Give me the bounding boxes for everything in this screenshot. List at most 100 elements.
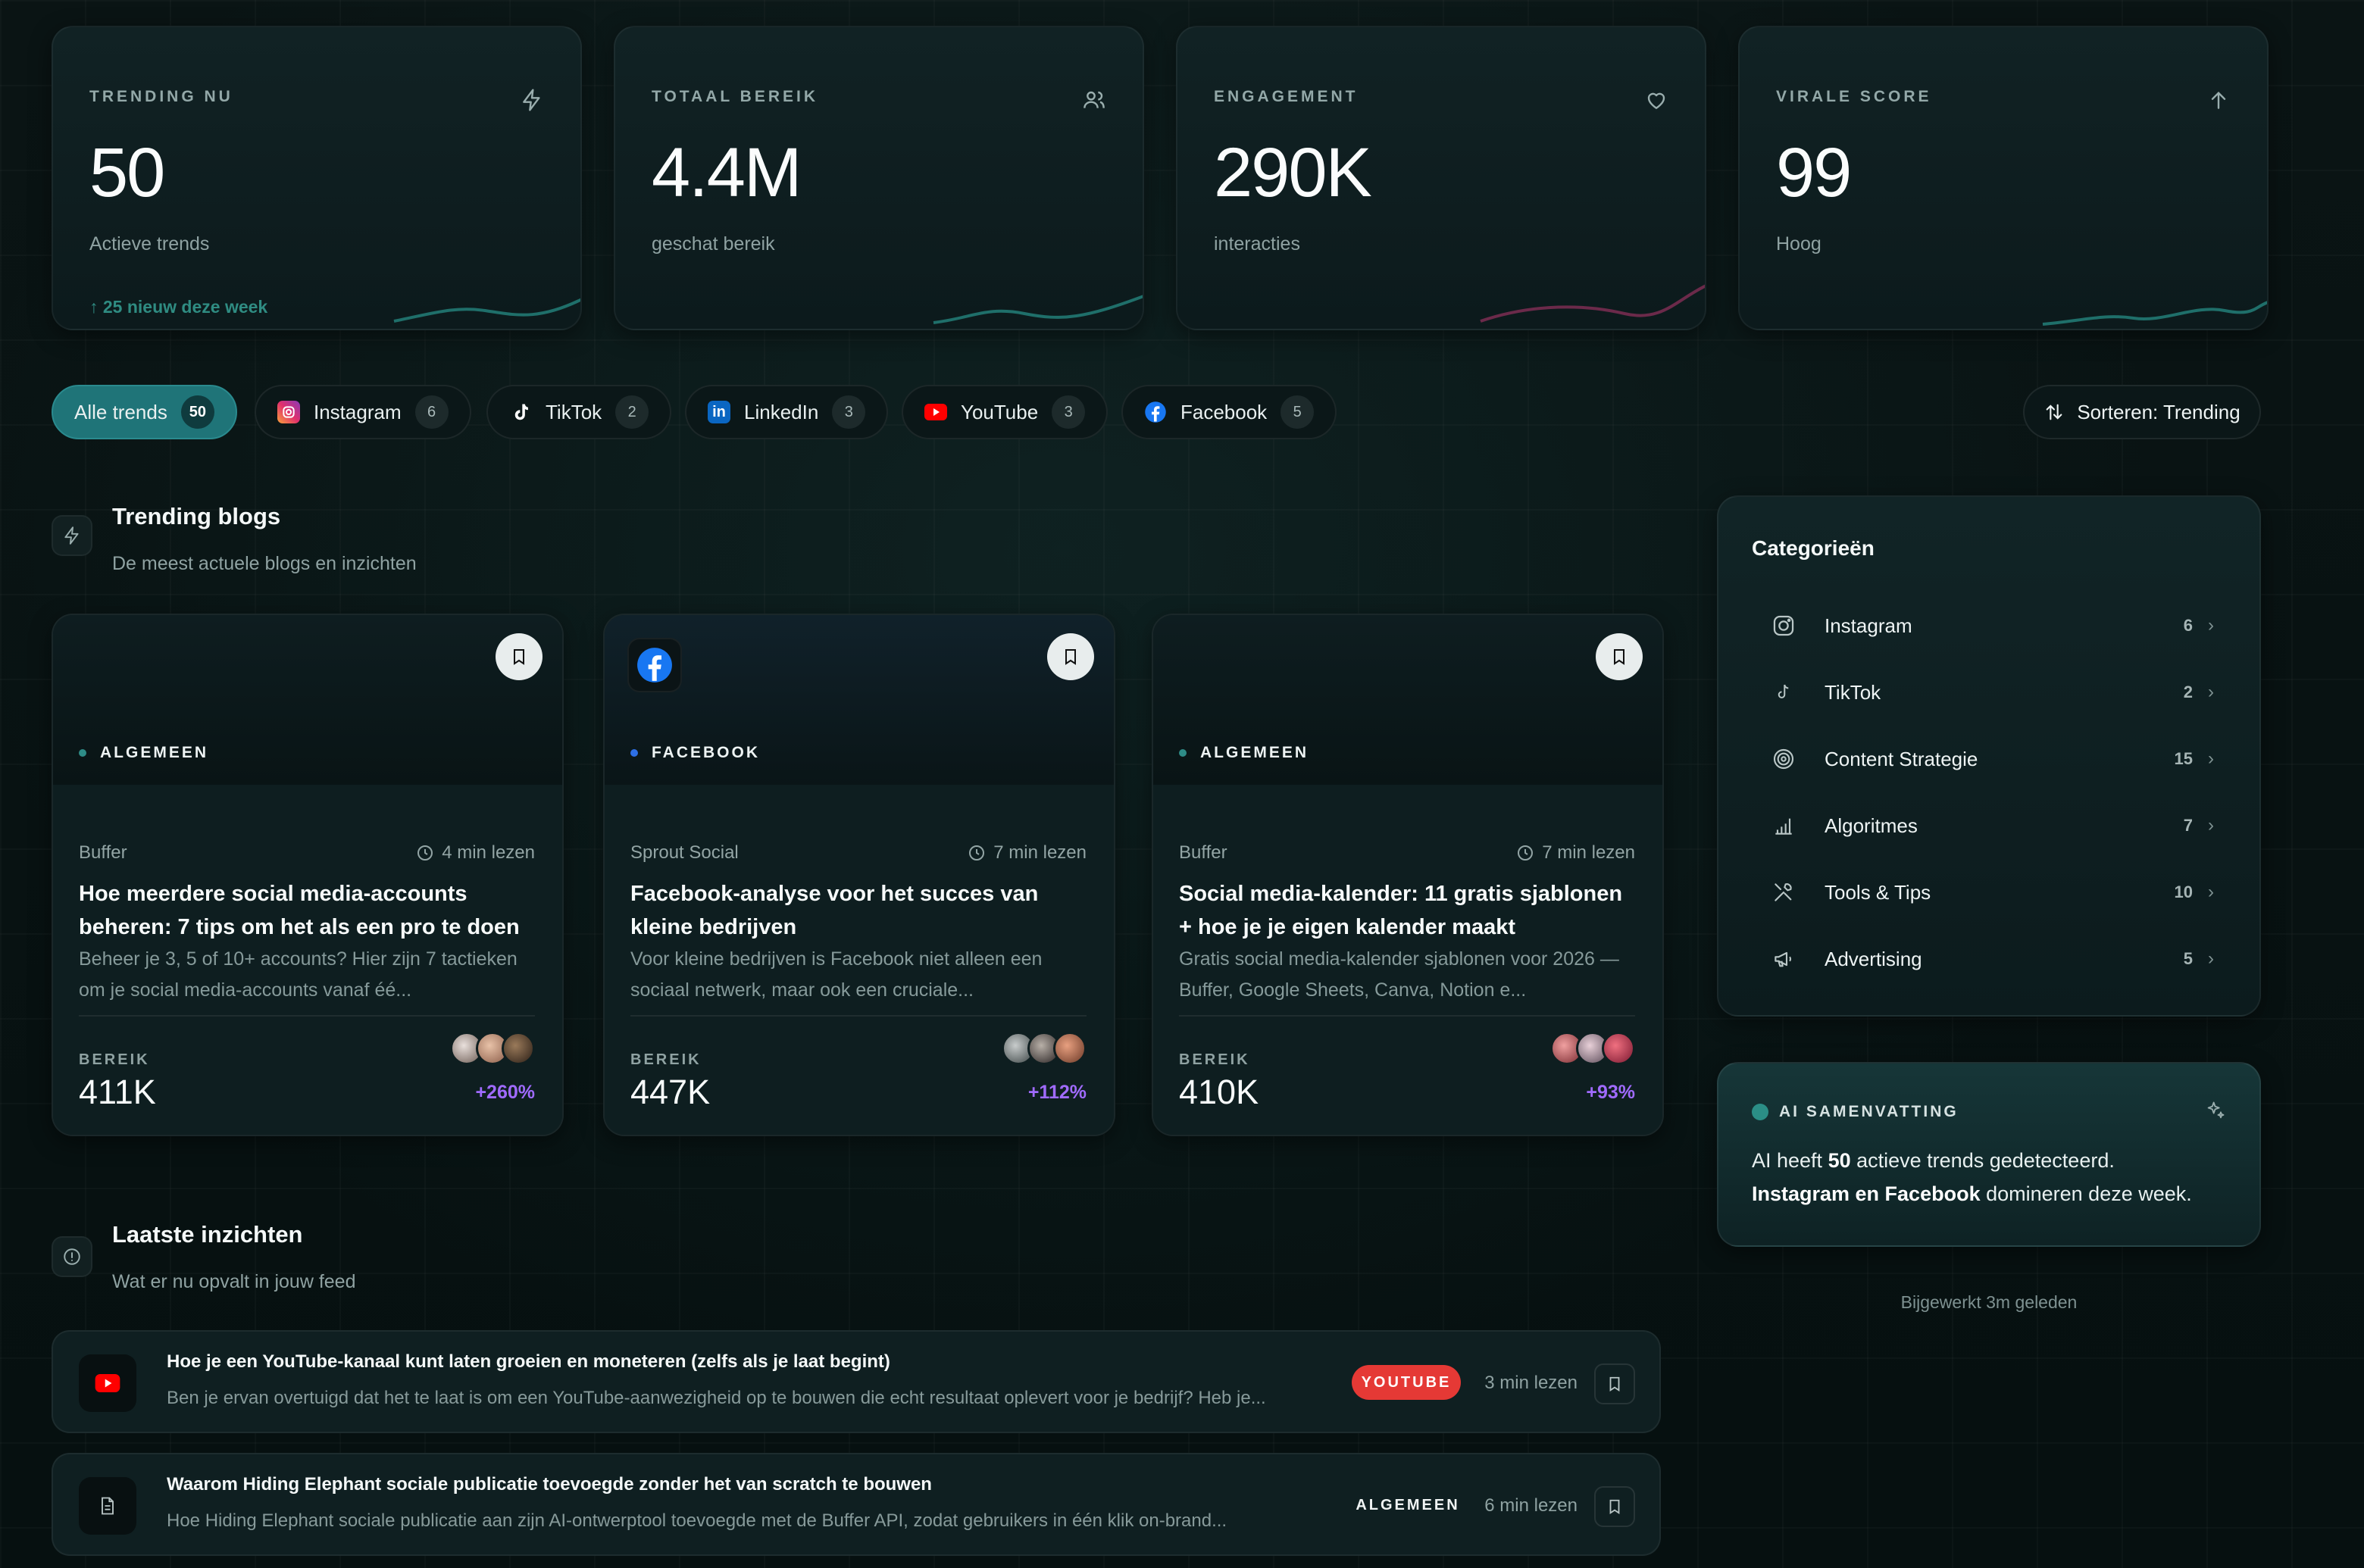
blog-card-header [53,615,562,785]
sparkline [933,295,1143,324]
chevron-right-icon: › [2208,882,2214,902]
bookmark-button[interactable] [496,633,543,680]
category-item-tiktok[interactable]: TikTok 2 › [1752,664,2226,721]
filter-count: 3 [1052,395,1086,429]
blog-title[interactable]: Facebook-analyse voor het succes van kle… [630,882,1039,939]
facebook-icon [627,638,682,692]
insight-row[interactable]: Waarom Hiding Elephant sociale publicati… [52,1453,1661,1556]
filter-all-trends[interactable]: Alle trends 50 [52,385,237,439]
stat-trend: ↑ 25 nieuw deze week [89,297,268,317]
arrow-up-icon [2211,91,2226,109]
category-label: Advertising [1825,947,1922,970]
category-item-tools-tips[interactable]: Tools & Tips 10 › [1752,864,2226,921]
instagram-outline-icon [1768,611,1799,641]
stat-card-engagement: ENGAGEMENT 290K interacties [1176,26,1706,330]
sort-icon [2046,404,2062,420]
reach-label: BEREIK [1179,1051,1250,1068]
blog-card-header [605,615,1114,785]
category-count: 6 [2183,616,2193,635]
category-count: 15 [2174,749,2193,768]
sparkline [393,298,580,323]
tiktok-icon [509,401,532,423]
tiktok-outline-icon [1768,677,1799,707]
panel-title: Categorieën [1752,536,1875,560]
clock-icon [969,845,985,861]
blog-category: ALGEMEEN [1179,744,1309,762]
category-label: Tools & Tips [1825,880,1931,904]
category-count: 5 [2183,949,2193,968]
growth-value: +260% [475,1082,535,1103]
blog-card-body [53,785,562,1135]
youtube-icon [924,401,947,423]
filter-linkedin[interactable]: in LinkedIn 3 [685,385,889,439]
category-label: Algoritmes [1825,814,1918,837]
bookmark-button[interactable] [1047,633,1094,680]
sort-button[interactable]: Sorteren: Trending [2023,385,2261,439]
sparkline [1480,284,1705,323]
filter-label: Facebook [1180,400,1268,423]
reach-label: BEREIK [79,1051,150,1068]
filter-label: YouTube [961,400,1039,423]
info-icon [52,1236,92,1277]
bookmark-icon [1609,1376,1620,1392]
insight-title[interactable]: Waarom Hiding Elephant sociale publicati… [167,1474,932,1495]
blog-source: Buffer [1179,842,1227,863]
sparkline [2042,301,2267,326]
blog-card-body [605,785,1114,1135]
read-time: 4 min lezen [416,842,535,864]
filter-count: 50 [180,395,214,429]
insight-title[interactable]: Hoe je een YouTube-kanaal kunt laten gro… [167,1351,890,1372]
category-label: Instagram [1825,614,1912,637]
stat-subtitle: Actieve trends [89,233,210,255]
filter-tiktok[interactable]: TikTok 2 [486,385,672,439]
bookmark-button[interactable] [1594,1486,1635,1527]
bookmark-button[interactable] [1596,633,1643,680]
category-item-content-strategie[interactable]: Content Strategie 15 › [1752,730,2226,788]
blog-source: Sprout Social [630,842,739,863]
categories-panel: Categorieën Instagram 6 › TikTok 2 › Con… [1717,495,2261,1017]
blog-card[interactable]: ALGEMEEN Buffer 7 min lezen Social media… [1152,614,1664,1136]
category-item-algoritmes[interactable]: Algoritmes 7 › [1752,797,2226,854]
stat-subtitle: Hoog [1776,233,1821,255]
tag-badge: ALGEMEEN [1356,1496,1460,1513]
stat-subtitle: interacties [1214,233,1300,255]
document-icon [79,1477,136,1535]
insight-row[interactable]: Hoe je een YouTube-kanaal kunt laten gro… [52,1330,1661,1433]
stat-label: TRENDING NU [89,88,233,105]
filter-count: 3 [832,395,866,429]
blog-card-body [1153,785,1662,1135]
avatar-group [1550,1032,1635,1065]
filter-count: 5 [1280,395,1315,429]
clock-icon [417,845,433,861]
filter-instagram[interactable]: Instagram 6 [255,385,471,439]
blog-title[interactable]: Social media-kalender: 11 gratis sjablon… [1179,882,1623,939]
reach-value: 410K [1179,1073,1259,1111]
growth-value: +112% [1027,1082,1087,1103]
blog-description: Gratis social media-kalender sjablonen v… [1179,948,1619,1001]
instagram-icon [277,401,300,423]
stat-label: ENGAGEMENT [1214,88,1359,105]
target-icon [1768,744,1799,774]
bookmark-button[interactable] [1594,1363,1635,1404]
reach-value: 411K [79,1073,156,1111]
read-time: 3 min lezen [1484,1373,1578,1393]
chevron-right-icon: › [2208,682,2214,702]
blog-source: Buffer [79,842,127,863]
reach-label: BEREIK [630,1051,702,1068]
blog-card[interactable]: FACEBOOK Sprout Social 7 min lezen Faceb… [603,614,1115,1136]
bookmark-icon [1614,649,1624,665]
stat-card-trending: TRENDING NU 50 Actieve trends ↑ 25 nieuw… [52,26,582,330]
read-time: 7 min lezen [968,842,1087,864]
blog-card[interactable]: ALGEMEEN Buffer 4 min lezen Hoe meerdere… [52,614,564,1136]
divider [630,1015,1087,1017]
category-item-instagram[interactable]: Instagram 6 › [1752,597,2226,654]
stat-label: TOTAAL BEREIK [652,88,819,105]
tools-icon [1768,877,1799,907]
filter-youtube[interactable]: YouTube 3 [902,385,1109,439]
filter-label: LinkedIn [744,400,819,423]
filter-facebook[interactable]: Facebook 5 [1121,385,1337,439]
bookmark-icon [1065,649,1076,665]
youtube-icon [79,1354,136,1412]
category-item-advertising[interactable]: Advertising 5 › [1752,930,2226,988]
blog-title[interactable]: Hoe meerdere social media-accounts beher… [79,882,520,939]
